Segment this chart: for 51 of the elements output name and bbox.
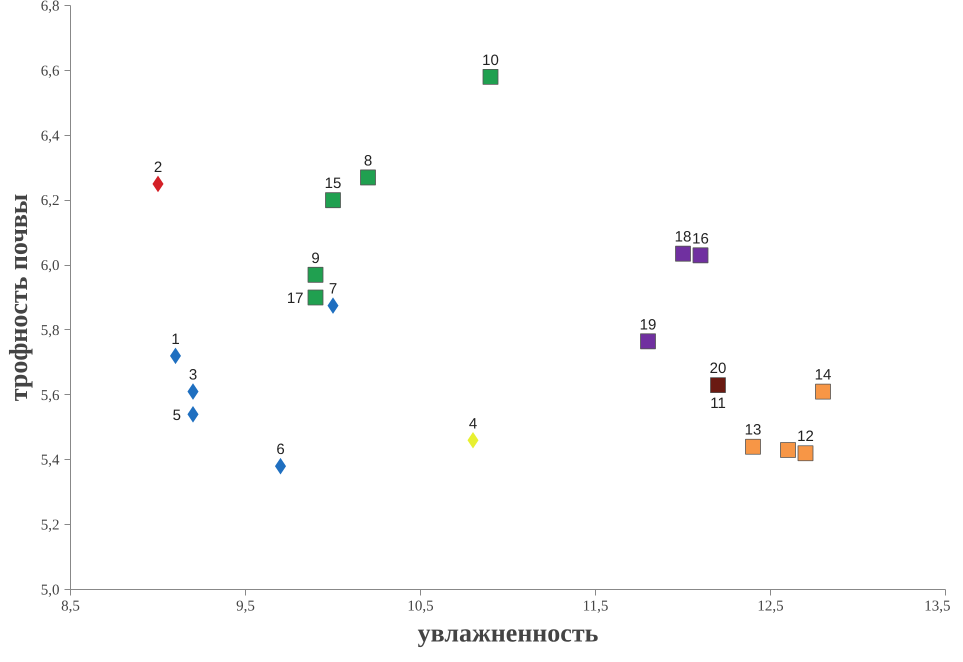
point — [798, 445, 814, 462]
annotation: 17 — [286, 290, 304, 307]
y-tick-label: 6,8 — [40, 0, 60, 14]
y-tick-label: 6,6 — [40, 63, 60, 80]
y-tick-label: 5,6 — [40, 388, 60, 404]
x-tick-label: 8,5 — [61, 598, 80, 614]
point — [815, 384, 831, 400]
x-tick-label: 13,5 — [924, 598, 950, 614]
point — [308, 290, 324, 306]
point — [692, 247, 708, 264]
annotation: 19 — [640, 316, 656, 334]
y-tick-label: 5,4 — [40, 452, 60, 469]
y-tick-label: 6,4 — [40, 128, 60, 144]
annotation: 16 — [692, 230, 709, 248]
annotation: 20 — [710, 360, 726, 378]
point — [482, 68, 498, 85]
annotation: 13 — [744, 422, 762, 439]
y-tick-label: 6,2 — [40, 193, 60, 210]
point — [640, 333, 656, 350]
x-tick-label: 12,5 — [757, 598, 784, 614]
annotation: 14 — [814, 366, 832, 384]
annotation: 5 — [172, 406, 181, 424]
y-tick-label: 5,2 — [40, 518, 60, 534]
x-tick-label: 9,5 — [236, 598, 255, 614]
x-tick-label: 10,5 — [407, 598, 434, 614]
y-tick-label: 5,8 — [40, 322, 60, 339]
point — [360, 170, 376, 186]
annotation: 4 — [468, 415, 478, 432]
annotation: 15 — [324, 175, 342, 192]
annotation: 11 — [710, 395, 726, 412]
annotation: 3 — [188, 366, 198, 384]
annotation: 9 — [311, 250, 320, 267]
y-axis-title: трофность почвы — [4, 194, 33, 402]
x-axis-title: увлажненность — [418, 618, 599, 648]
y-tick-label: 6,0 — [40, 258, 60, 274]
annotation: 12 — [797, 428, 814, 446]
x-tick-label: 11,5 — [582, 598, 608, 614]
annotation: 18 — [674, 228, 692, 246]
annotation: 10 — [482, 52, 499, 69]
point — [325, 192, 341, 208]
point — [675, 246, 691, 262]
annotation: 2 — [154, 158, 162, 176]
annotation: 7 — [328, 280, 338, 298]
point — [780, 442, 796, 458]
point — [745, 438, 761, 455]
point — [710, 377, 726, 393]
point — [308, 266, 324, 283]
annotation: 1 — [171, 330, 180, 348]
annotation: 6 — [276, 441, 285, 458]
annotation: 8 — [364, 152, 372, 170]
y-tick-label: 5,0 — [40, 582, 60, 598]
